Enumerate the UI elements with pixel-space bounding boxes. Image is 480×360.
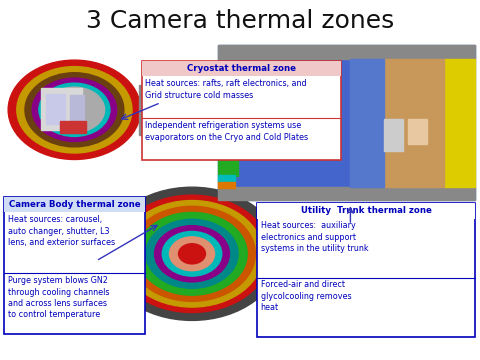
FancyBboxPatch shape	[257, 203, 475, 219]
Bar	[384, 119, 403, 151]
Circle shape	[121, 201, 263, 307]
FancyBboxPatch shape	[142, 61, 341, 160]
Text: Heat sources: carousel,
auto changer, shutter, L3
lens, and exterior surfaces: Heat sources: carousel, auto changer, sh…	[8, 215, 115, 247]
FancyBboxPatch shape	[4, 197, 145, 212]
Bar	[41, 88, 82, 130]
Bar	[139, 85, 151, 135]
Circle shape	[155, 226, 229, 282]
Circle shape	[169, 237, 215, 271]
Bar	[218, 175, 235, 182]
Circle shape	[103, 187, 281, 320]
Bar	[218, 182, 235, 188]
Circle shape	[162, 231, 222, 276]
Text: Heat sources:  auxiliary
electronics and support
systems in the utility trunk: Heat sources: auxiliary electronics and …	[261, 221, 368, 253]
FancyBboxPatch shape	[4, 197, 145, 334]
Bar	[384, 59, 444, 187]
FancyBboxPatch shape	[142, 61, 341, 76]
Bar	[350, 59, 384, 187]
Circle shape	[32, 78, 117, 141]
Bar	[46, 94, 65, 124]
Bar	[70, 95, 84, 121]
FancyBboxPatch shape	[257, 203, 475, 337]
Bar	[218, 108, 238, 176]
Text: 3 Camera thermal zones: 3 Camera thermal zones	[86, 9, 394, 33]
Circle shape	[246, 91, 330, 154]
Circle shape	[129, 206, 255, 301]
Text: Independent refrigeration systems use
evaporators on the Cryo and Cold Plates: Independent refrigeration systems use ev…	[145, 121, 309, 141]
Bar	[218, 45, 475, 59]
Bar	[218, 45, 475, 200]
Text: Purge system blows GN2
through cooling channels
and across lens surfaces
to cont: Purge system blows GN2 through cooling c…	[8, 276, 109, 319]
Circle shape	[8, 60, 141, 159]
Circle shape	[25, 73, 124, 147]
Circle shape	[44, 87, 105, 132]
Text: Forced-air and direct
glycolcooling removes
heat: Forced-air and direct glycolcooling remo…	[261, 280, 351, 312]
Circle shape	[39, 83, 110, 136]
Text: Camera Body thermal zone: Camera Body thermal zone	[9, 200, 141, 210]
Bar	[408, 119, 427, 144]
Circle shape	[146, 219, 238, 288]
Circle shape	[114, 195, 270, 312]
Bar	[60, 121, 86, 133]
Bar	[218, 187, 475, 200]
Circle shape	[179, 244, 205, 264]
Text: Cryostat thermal zone: Cryostat thermal zone	[187, 64, 296, 73]
Circle shape	[17, 67, 132, 153]
Text: Utility  Trunk thermal zone: Utility Trunk thermal zone	[300, 207, 432, 215]
Text: Heat sources: rafts, raft electronics, and
Grid structure cold masses: Heat sources: rafts, raft electronics, a…	[145, 79, 307, 100]
Circle shape	[137, 212, 247, 295]
Bar	[444, 59, 475, 187]
